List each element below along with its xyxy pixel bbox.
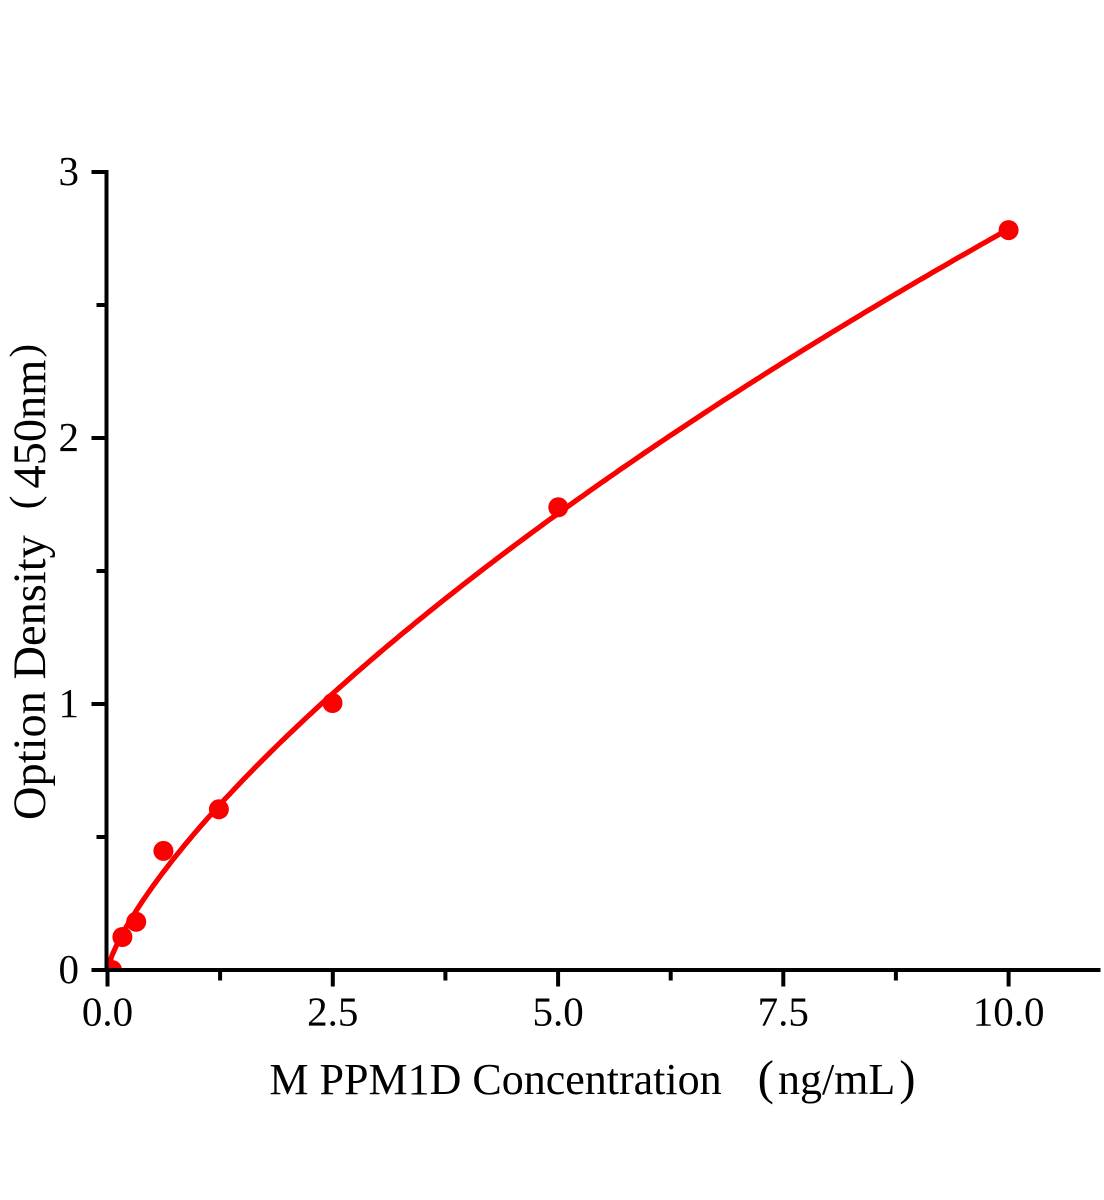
svg-text:1: 1 <box>59 680 80 726</box>
svg-text:2: 2 <box>59 414 80 460</box>
svg-text:Option Density(450nm): Option Density(450nm) <box>1 344 56 820</box>
svg-text:0: 0 <box>59 946 80 992</box>
svg-text:5.0: 5.0 <box>532 989 583 1035</box>
svg-text:3: 3 <box>59 148 80 194</box>
svg-text:0.0: 0.0 <box>82 989 133 1035</box>
svg-text:7.5: 7.5 <box>758 989 809 1035</box>
svg-text:M PPM1D Concentration(ng/mL): M PPM1D Concentration (ng/mL) <box>269 1050 915 1105</box>
svg-text:10.0: 10.0 <box>973 989 1045 1035</box>
svg-text:2.5: 2.5 <box>307 989 358 1035</box>
